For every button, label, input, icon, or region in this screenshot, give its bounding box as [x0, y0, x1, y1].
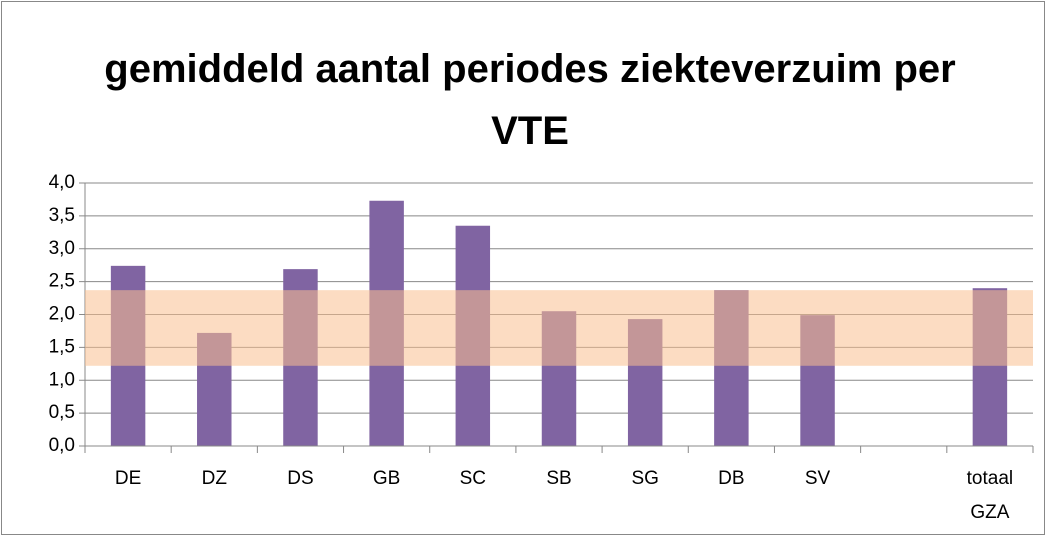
y-tick-label: 3,0: [49, 238, 75, 259]
x-tick-label: SB: [546, 468, 572, 489]
x-tick-label: totaal GZA: [966, 468, 1014, 523]
x-tick-label: GB: [372, 468, 401, 489]
x-tick-label: DB: [718, 468, 745, 489]
x-tick-label: SG: [631, 468, 659, 489]
y-tick-label: 2,0: [49, 304, 75, 325]
y-tick-label: 4,0: [49, 172, 75, 193]
chart-title: gemiddeld aantal periodes ziekteverzuim …: [104, 47, 956, 153]
y-tick-label: 2,5: [49, 271, 75, 292]
y-tick-label: 0,0: [49, 435, 75, 456]
x-tick-label: SC: [459, 468, 487, 489]
y-tick-label: 1,0: [49, 369, 75, 390]
x-tick-label: DZ: [201, 468, 227, 489]
y-tick-label: 0,5: [49, 402, 75, 423]
reference-band: [85, 290, 1033, 366]
y-tick-label: 3,5: [49, 205, 75, 226]
x-tick-label: DS: [287, 468, 314, 489]
x-tick-label: DE: [114, 468, 142, 489]
y-tick-label: 1,5: [49, 336, 75, 357]
x-tick-label: SV: [804, 468, 831, 489]
